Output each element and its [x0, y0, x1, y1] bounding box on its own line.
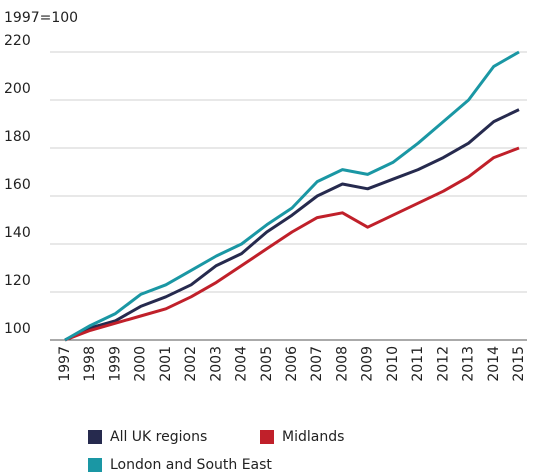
series-line: [64, 146, 520, 342]
y-tick-label: 160: [4, 177, 31, 193]
x-tick-label: 2001: [158, 346, 174, 382]
y-tick-label: 120: [4, 273, 31, 289]
x-tick-label: 2004: [234, 346, 250, 382]
y-tick-label: 140: [4, 225, 31, 241]
x-tick-label: 2015: [511, 346, 527, 382]
x-tick-label: 2006: [284, 346, 300, 382]
series-line: [64, 108, 520, 342]
x-tick-label: 2005: [259, 346, 275, 382]
x-tick-label: 1999: [107, 346, 123, 382]
y-tick-label: 180: [4, 129, 31, 145]
x-tick-label: 2007: [309, 346, 325, 382]
legend-swatch: [260, 430, 274, 444]
series-line: [64, 50, 520, 342]
x-tick-label: 2000: [133, 346, 149, 382]
y-tick-label: 200: [4, 81, 31, 97]
legend-label: All UK regions: [110, 429, 207, 445]
x-tick-label: 1998: [82, 346, 98, 382]
y-tick-label: 100: [4, 321, 31, 337]
legend-label: Midlands: [282, 429, 344, 445]
legend-swatch: [88, 458, 102, 472]
chart-subtitle: 1997=100: [4, 10, 78, 26]
x-tick-label: 2011: [410, 346, 426, 382]
x-tick-label: 2012: [435, 346, 451, 382]
legend-swatch: [88, 430, 102, 444]
x-tick-label: 2010: [385, 346, 401, 382]
x-tick-label: 2009: [360, 346, 376, 382]
y-tick-label: 220: [4, 33, 31, 49]
x-tick-label: 2013: [461, 346, 477, 382]
x-tick-label: 2008: [334, 346, 350, 382]
x-tick-label: 2003: [208, 346, 224, 382]
x-tick-label: 2002: [183, 346, 199, 382]
x-tick-label: 2014: [486, 346, 502, 382]
x-tick-label: 1997: [57, 346, 73, 382]
legend-label: London and South East: [110, 457, 272, 473]
